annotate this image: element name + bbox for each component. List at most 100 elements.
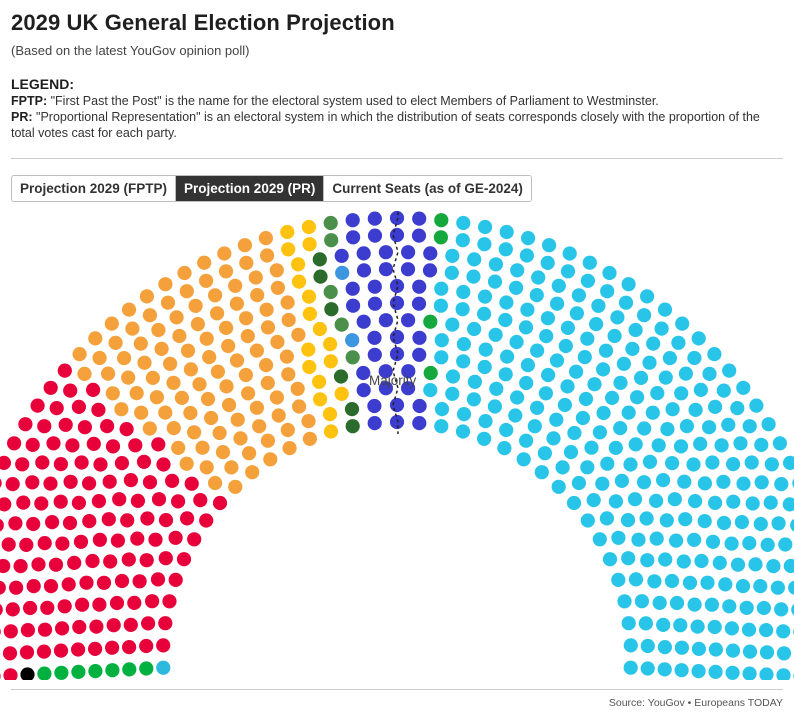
seat-dot <box>686 457 701 472</box>
seat-dot <box>634 594 650 609</box>
seat-dot <box>302 431 317 446</box>
seat-dot <box>48 557 64 572</box>
seat-dot <box>23 600 38 616</box>
seat-dot <box>154 341 169 356</box>
seat-dot <box>693 382 709 397</box>
seat-dot <box>30 398 45 413</box>
seat-dot <box>346 230 361 245</box>
seat-dot <box>122 662 137 677</box>
seat-dot <box>697 476 713 491</box>
seat-dot <box>151 322 166 338</box>
seat-dot <box>539 329 554 344</box>
tab-projection-fptp[interactable]: Projection 2029 (FPTP) <box>12 176 177 201</box>
seat-dot <box>721 417 736 432</box>
seat-dot <box>0 455 11 470</box>
seat-dot <box>744 455 759 470</box>
seat-dot <box>37 536 52 551</box>
seat-dot <box>613 375 628 390</box>
seat-dot <box>242 446 257 461</box>
seat-dot <box>577 350 592 365</box>
tab-current-seats[interactable]: Current Seats (as of GE-2024) <box>324 176 531 201</box>
seat-dot <box>202 350 217 365</box>
seat-dot <box>77 420 92 435</box>
seat-dot <box>658 370 673 385</box>
seat-dot <box>530 343 545 358</box>
seat-dot <box>389 346 405 362</box>
seat-dot <box>498 367 513 382</box>
seat-dot <box>121 302 137 317</box>
seat-dot <box>551 278 566 293</box>
seat-dot <box>628 322 643 338</box>
seat-dot <box>346 298 361 313</box>
seat-dot <box>3 668 18 680</box>
seat-dot <box>656 617 671 632</box>
seat-dot <box>591 298 606 313</box>
seat-dot <box>3 624 18 639</box>
seat-dot <box>25 475 40 490</box>
seat-dot <box>400 262 416 277</box>
seat-dot <box>139 661 154 676</box>
seat-dot <box>611 572 626 587</box>
seat-dot <box>61 577 76 592</box>
seat-dot <box>239 311 254 326</box>
seat-dot <box>541 367 556 383</box>
seat-dot <box>190 317 205 332</box>
seat-dot <box>199 273 214 288</box>
seat-dot <box>730 401 745 416</box>
seat-dot <box>137 355 152 370</box>
legend: LEGEND: FPTP: "First Past the Post" is t… <box>11 76 771 141</box>
seat-dot <box>335 265 350 280</box>
seat-dot <box>302 237 317 252</box>
seat-dot <box>345 333 360 348</box>
seat-dot <box>140 511 155 526</box>
seat-dot <box>566 495 582 511</box>
seat-dot <box>130 531 145 546</box>
seat-dot <box>546 431 561 446</box>
seat-dot <box>292 399 307 414</box>
seat-dot <box>401 313 416 328</box>
seat-dot <box>312 252 327 267</box>
seat-dot <box>487 274 503 289</box>
seat-dot <box>637 421 652 436</box>
seat-dot <box>378 364 393 379</box>
seat-dot <box>200 391 216 407</box>
seat-dot <box>55 621 70 636</box>
seat-dot <box>141 616 156 631</box>
seat-dot <box>638 616 654 631</box>
seat-dot <box>434 281 449 296</box>
seat-dot <box>659 513 674 528</box>
seat-dot <box>183 405 198 421</box>
seat-dot <box>74 455 89 470</box>
seat-dot <box>151 437 166 452</box>
seat-dot <box>197 255 212 270</box>
seat-dot <box>67 555 82 570</box>
tab-projection-pr[interactable]: Projection 2029 (PR) <box>176 176 325 201</box>
seat-dot <box>741 622 757 637</box>
seat-dot <box>560 320 576 335</box>
seat-dot <box>477 431 492 446</box>
seat-dot <box>312 321 327 337</box>
seat-dot <box>656 473 671 488</box>
seat-dot <box>725 665 740 680</box>
seat-dot <box>639 511 654 526</box>
seat-dot <box>62 515 78 531</box>
seat-dot <box>291 274 307 289</box>
seat-dot <box>179 456 194 471</box>
seat-dot <box>160 295 176 310</box>
seat-dot <box>20 667 35 680</box>
seat-dot <box>456 407 472 422</box>
seat-dot <box>722 363 737 378</box>
seat-dot <box>162 594 177 609</box>
seat-dot <box>212 425 227 441</box>
seat-dot <box>71 642 86 657</box>
seat-dot <box>621 277 636 292</box>
seat-dot <box>634 370 649 385</box>
seat-dot <box>735 579 751 594</box>
seat-dot <box>445 386 460 401</box>
seat-dot <box>628 437 643 452</box>
seat-dot <box>345 350 360 365</box>
seat-dot <box>766 559 781 574</box>
seat-dot <box>158 616 173 631</box>
seat-dot <box>509 390 525 405</box>
seat-dot <box>742 666 757 680</box>
